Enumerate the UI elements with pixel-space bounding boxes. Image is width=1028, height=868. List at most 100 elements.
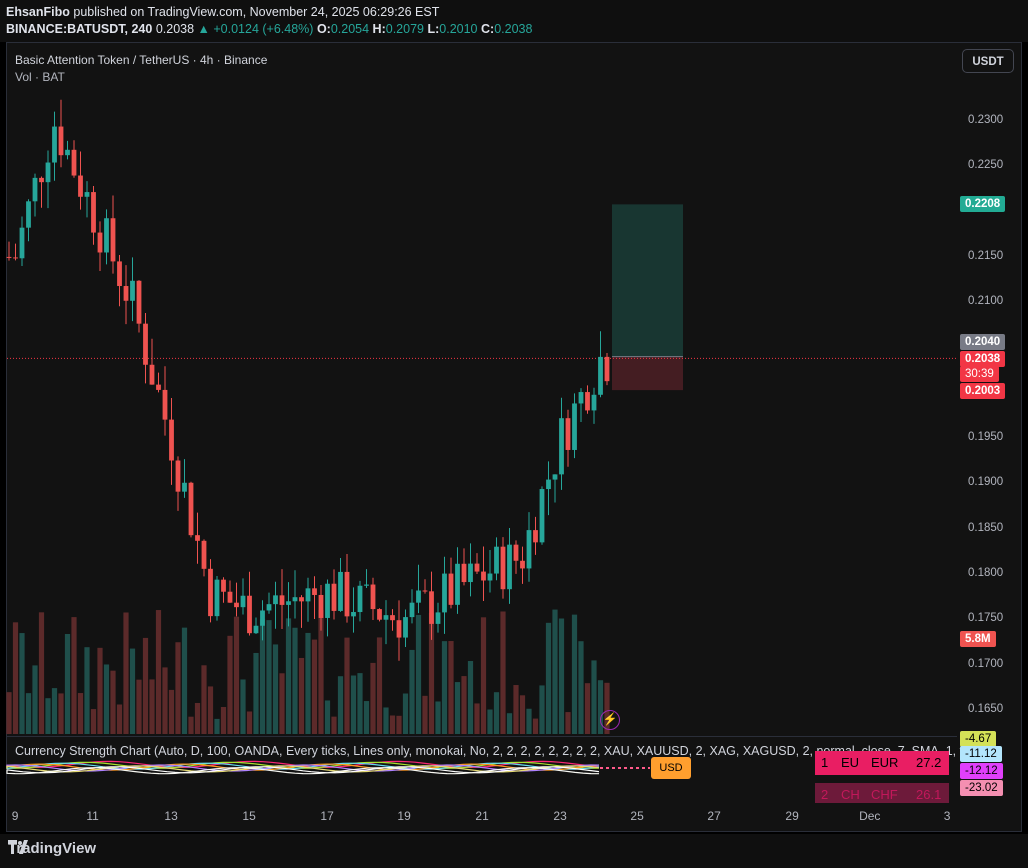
candle-body xyxy=(598,356,603,395)
tradingview-logo[interactable]: TradingView xyxy=(8,840,96,857)
candle-body xyxy=(156,384,161,390)
candle-body xyxy=(526,530,532,569)
time-tick: Dec xyxy=(859,809,881,823)
volume-bar xyxy=(357,673,363,734)
volume-bar xyxy=(402,693,409,734)
volume-bar xyxy=(25,693,32,734)
candle-body xyxy=(390,615,395,621)
time-tick: 21 xyxy=(475,809,489,823)
currency-button[interactable]: USDT xyxy=(962,49,1014,73)
publish-header xyxy=(0,0,1028,42)
candle-body xyxy=(240,595,246,608)
volume-bar xyxy=(149,679,155,734)
candle-body xyxy=(19,227,25,259)
candle-body xyxy=(260,610,265,626)
volume-bar xyxy=(461,676,467,734)
stop-price-tag: 0.2003 xyxy=(960,383,1006,399)
volume-bar xyxy=(259,619,266,734)
volume-bar xyxy=(246,711,253,734)
low-value: 0.2010 xyxy=(439,22,478,36)
volume-bar xyxy=(474,703,480,734)
volume-bar xyxy=(168,689,175,734)
time-tick: 17 xyxy=(320,809,334,823)
indicator-legend[interactable]: Currency Strength Chart (Auto, D, 100, O… xyxy=(15,744,960,758)
candle-body xyxy=(364,584,369,586)
volume-bar xyxy=(220,707,227,734)
candle-body xyxy=(169,419,174,461)
volume-bar xyxy=(565,712,571,734)
candle-body xyxy=(357,585,363,613)
volume-bar xyxy=(597,680,604,734)
volume-bar xyxy=(513,685,519,734)
candle-body xyxy=(305,588,311,602)
time-tick: 11 xyxy=(86,809,99,823)
candle-body xyxy=(97,232,103,253)
candle-body xyxy=(39,177,44,183)
candle-body xyxy=(266,604,272,611)
volume-bar xyxy=(539,685,545,734)
candle-body xyxy=(487,573,493,581)
candle-body xyxy=(422,590,428,592)
volume-bar xyxy=(188,716,194,734)
candle-body xyxy=(26,201,31,228)
volume-bar xyxy=(116,704,123,734)
tradingview-logo-icon xyxy=(8,840,28,854)
last-price-tag: 0.2038 xyxy=(960,351,1006,367)
candle-body xyxy=(559,418,564,475)
code-cell: CH xyxy=(841,787,860,802)
candle-body xyxy=(344,571,350,617)
volume-bar xyxy=(441,641,448,734)
price-tick: 0.1800 xyxy=(968,567,1004,580)
volume-bar xyxy=(591,660,597,734)
high-value: 0.2079 xyxy=(385,22,424,36)
volume-bar xyxy=(318,610,324,734)
volume-bar xyxy=(578,641,584,734)
candle-body xyxy=(299,597,304,602)
volume-bar xyxy=(526,708,532,734)
candle-body xyxy=(494,546,499,574)
volume-bar xyxy=(136,679,142,734)
lightning-icon[interactable]: ⚡ xyxy=(600,710,620,730)
candle-body xyxy=(377,609,382,620)
volume-bar xyxy=(604,682,610,734)
volume-bar xyxy=(305,632,311,734)
volume-bar xyxy=(454,682,461,734)
volume-bar xyxy=(467,661,474,734)
volume-bar xyxy=(175,642,181,734)
volume-bar xyxy=(558,618,565,734)
volume-bar xyxy=(383,707,389,734)
time-tick: 15 xyxy=(242,809,256,823)
candle-body xyxy=(474,563,480,572)
volume-bar xyxy=(233,616,240,734)
low-label: L: xyxy=(427,22,440,36)
volume-bar xyxy=(363,701,370,734)
candle-body xyxy=(572,403,577,450)
candle-body xyxy=(500,546,506,590)
chart-legend-title[interactable]: Basic Attention Token / TetherUS · 4h · … xyxy=(15,53,268,67)
candle-body xyxy=(52,126,57,163)
pane-divider[interactable] xyxy=(7,736,957,737)
candle-body xyxy=(383,615,389,620)
volume-bar xyxy=(292,627,298,734)
volume-bar xyxy=(12,622,19,734)
volume-bar xyxy=(123,612,129,734)
volume-legend[interactable]: Vol · BAT xyxy=(15,70,65,84)
author-name[interactable]: EhsanFibo xyxy=(6,5,70,19)
volume-bar xyxy=(370,662,376,734)
volume-bar xyxy=(337,676,344,734)
candle-body xyxy=(175,460,181,492)
time-tick: 25 xyxy=(630,809,644,823)
candle-body xyxy=(481,571,486,581)
volume-bar xyxy=(64,633,71,734)
candle-body xyxy=(13,257,18,259)
last-price: 0.2038 xyxy=(155,22,195,36)
currency-cell: EUR xyxy=(871,755,899,770)
candle-body xyxy=(552,474,558,480)
price-tick: 0.1900 xyxy=(968,476,1004,489)
candle-body xyxy=(214,579,220,617)
time-tick: 27 xyxy=(707,809,721,823)
volume-bar xyxy=(227,635,233,734)
candle-body xyxy=(578,392,584,404)
volume-bar xyxy=(71,617,77,734)
